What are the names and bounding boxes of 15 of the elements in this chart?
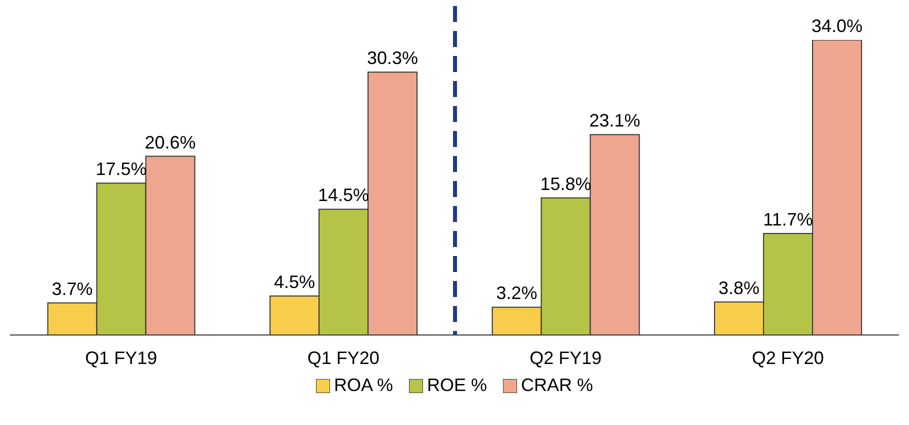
data-label: 23.1% (589, 110, 640, 131)
data-label: 3.7% (52, 278, 93, 299)
legend-label: CRAR % (521, 375, 594, 396)
x-tick-label: Q2 FY20 (752, 348, 824, 368)
data-label: 4.5% (274, 272, 316, 292)
data-label: 3.8% (718, 278, 760, 298)
data-label: 3.2% (496, 283, 538, 304)
legend-label: ROA % (334, 375, 393, 396)
data-label: 20.6% (144, 132, 196, 152)
x-tick-label: Q2 FY19 (530, 348, 602, 368)
data-label: 34.0% (812, 16, 863, 36)
legend-label: ROE % (427, 375, 488, 396)
x-tick-label: Q1 FY20 (307, 348, 380, 368)
x-tick-label: Q1 FY19 (85, 348, 158, 368)
data-label: 30.3% (367, 48, 418, 68)
